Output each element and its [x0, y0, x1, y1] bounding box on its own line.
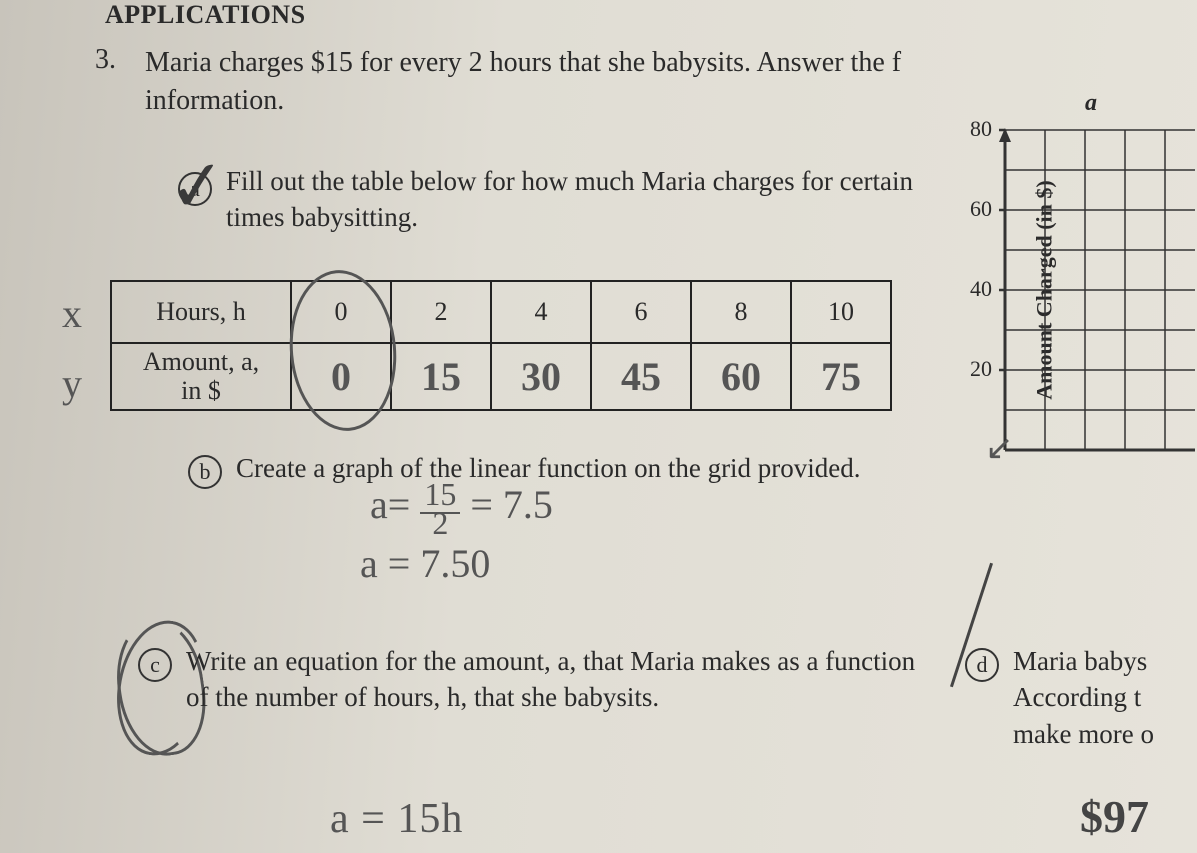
- question-line-1: Maria charges $15 for every 2 hours that…: [145, 47, 901, 78]
- section-title: APPLICATIONS: [105, 0, 306, 30]
- hours-cell: 2: [391, 281, 491, 343]
- part-a: a Fill out the table below for how much …: [178, 163, 948, 236]
- fraction-icon: 15 2: [420, 480, 460, 538]
- part-c: c Write an equation for the amount, a, t…: [138, 643, 928, 716]
- hours-header: Hours, h: [111, 281, 291, 343]
- handwritten-eq-2: a = 7.50: [360, 540, 490, 587]
- part-d-letter: d: [965, 648, 999, 682]
- eq1-lhs: a=: [370, 482, 410, 527]
- eq1-denominator: 2: [432, 505, 448, 541]
- question-line-2: information.: [145, 85, 284, 116]
- handwritten-y-label: y: [62, 360, 82, 407]
- part-c-letter: c: [138, 648, 172, 682]
- table-row-hours: Hours, h 0 2 4 6 8 10: [111, 281, 891, 343]
- part-b: b Create a graph of the linear function …: [188, 450, 948, 486]
- hours-cell: 0: [291, 281, 391, 343]
- part-b-letter: b: [188, 455, 222, 489]
- handwritten-eq-answer: a = 15h: [330, 795, 463, 843]
- chart-y-tick: 20: [952, 356, 992, 382]
- chart-area: a Amount Charged (in $) ↙ 20406080: [955, 120, 1197, 460]
- amount-cell: 60: [691, 343, 791, 410]
- handwritten-eq-rate: a= 15 2 = 7.5: [370, 480, 553, 538]
- chart-grid: [995, 120, 1197, 470]
- worksheet-page: APPLICATIONS 3. Maria charges $15 for ev…: [0, 0, 1197, 853]
- question-text: Maria charges $15 for every 2 hours that…: [145, 44, 1177, 120]
- rate-table: Hours, h 0 2 4 6 8 10 Amount, a, in $ 0 …: [110, 280, 892, 411]
- chart-y-tick: 40: [952, 276, 992, 302]
- chart-title: a: [1085, 90, 1097, 117]
- table-row-amount: Amount, a, in $ 0 15 30 45 60 75: [111, 343, 891, 410]
- chart-y-tick: 60: [952, 196, 992, 222]
- amount-cell: 15: [391, 343, 491, 410]
- amount-header: Amount, a, in $: [111, 343, 291, 410]
- part-d-line2: According t: [1013, 682, 1141, 712]
- handwritten-origin-mark: ↙: [985, 428, 1014, 468]
- eq1-rhs: = 7.5: [470, 482, 553, 527]
- hours-cell: 8: [691, 281, 791, 343]
- part-a-text: Fill out the table below for how much Ma…: [226, 163, 948, 236]
- hours-cell: 4: [491, 281, 591, 343]
- question-number: 3.: [95, 44, 116, 76]
- amount-cell: 75: [791, 343, 891, 410]
- part-a-letter: a: [178, 172, 212, 206]
- chart-y-tick: 80: [952, 116, 992, 142]
- part-d-line1: Maria babys: [1013, 646, 1147, 676]
- amount-header-l2: in $: [181, 376, 221, 405]
- hours-cell: 10: [791, 281, 891, 343]
- amount-cell: 30: [491, 343, 591, 410]
- handwritten-x-label: x: [62, 290, 82, 337]
- amount-cell: 0: [291, 343, 391, 410]
- part-c-text: Write an equation for the amount, a, tha…: [186, 643, 928, 716]
- amount-cell: 45: [591, 343, 691, 410]
- part-d-line3: make more o: [1013, 719, 1154, 749]
- part-d: d Maria babys According t make more o: [965, 643, 1197, 752]
- handwritten-amount-97: $97: [1080, 790, 1149, 843]
- hours-cell: 6: [591, 281, 691, 343]
- amount-header-l1: Amount, a,: [143, 347, 259, 376]
